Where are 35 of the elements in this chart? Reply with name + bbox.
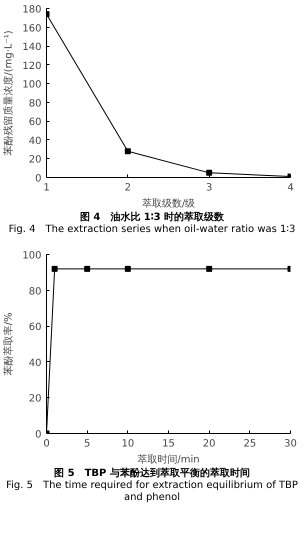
y-tick-label: 20 bbox=[28, 154, 42, 166]
x-tick-label: 4 bbox=[287, 182, 294, 194]
text: Fig. 5 The time required for extraction equilibrium of TBP and phenol bbox=[5, 480, 299, 504]
x-axis-title: 萃取时间/min bbox=[137, 454, 200, 466]
text: 图 4 油水比 1∶3 时的萃取级数 bbox=[80, 212, 224, 223]
x-tick-label: 2 bbox=[124, 182, 132, 194]
y-tick-label: 160 bbox=[22, 23, 42, 34]
x-tick-label: 20 bbox=[202, 438, 216, 450]
y-tick-label: 60 bbox=[28, 117, 42, 128]
y-tick-label: 80 bbox=[28, 98, 42, 110]
x-tick-label: 10 bbox=[121, 438, 134, 450]
y-tick-label: 0 bbox=[35, 430, 42, 440]
y-tick-label: 80 bbox=[28, 286, 42, 298]
x-tick-label: 1 bbox=[43, 182, 50, 194]
x-tick-label: 25 bbox=[243, 438, 256, 450]
y-tick-label: 120 bbox=[22, 60, 42, 72]
x-tick-label: 3 bbox=[206, 182, 212, 194]
x-tick-label: 30 bbox=[284, 438, 297, 450]
y-tick-label: 180 bbox=[22, 4, 42, 16]
y-tick-label: 20 bbox=[28, 394, 42, 405]
x-tick-label: 15 bbox=[162, 438, 175, 450]
y-axis-title: 苯酚残留质量浓度/(mg·L⁻¹) bbox=[2, 30, 14, 156]
x-axis-title: 萃取级数/级 bbox=[142, 198, 196, 210]
y-tick-label: 100 bbox=[22, 250, 42, 262]
y-axis-title: 苯酚萃取率/% bbox=[2, 312, 14, 376]
text: 图 5 TBP 与苯酚达到萃取平衡的萃取时间 bbox=[54, 468, 250, 479]
y-tick-label: 40 bbox=[28, 136, 42, 147]
y-tick-label: 60 bbox=[28, 322, 42, 334]
x-tick-label: 5 bbox=[84, 438, 90, 450]
y-tick-label: 40 bbox=[28, 358, 42, 369]
y-tick-label: 0 bbox=[35, 174, 42, 184]
text: Fig. 4 The extraction series when oil-water ratio was 1∶3 bbox=[8, 224, 296, 236]
y-tick-label: 100 bbox=[22, 80, 42, 91]
x-tick-label: 0 bbox=[43, 438, 50, 450]
y-tick-label: 140 bbox=[22, 42, 42, 54]
